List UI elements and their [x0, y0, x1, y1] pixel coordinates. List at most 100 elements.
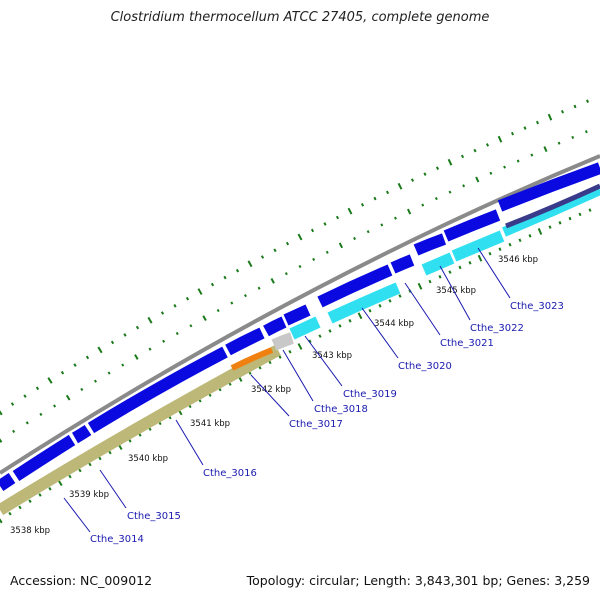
accession-text: Accession: NC_009012	[10, 573, 153, 588]
gc-tick	[485, 143, 490, 147]
gc-tick	[297, 233, 303, 241]
gc-tick	[468, 261, 472, 265]
gene-label[interactable]: Cthe_3020	[398, 361, 452, 372]
gc-tick	[284, 272, 288, 276]
gene-label[interactable]: Cthe_3018	[314, 404, 368, 415]
gc-tick	[285, 241, 290, 246]
gc-tick	[47, 377, 53, 384]
gc-tick	[338, 324, 342, 328]
gene-label[interactable]: Cthe_3017	[289, 419, 343, 430]
gene-block[interactable]	[283, 304, 311, 326]
gc-tick	[347, 207, 353, 215]
gc-tick	[460, 154, 465, 159]
reverse-strand-track	[289, 183, 600, 340]
gene-block[interactable]	[225, 327, 265, 356]
gc-tick	[353, 236, 357, 241]
gc-tick	[578, 212, 582, 217]
gc-tick	[216, 308, 220, 313]
gene-block[interactable]	[289, 316, 321, 340]
gc-tick	[80, 387, 84, 391]
gc-tick	[270, 278, 275, 284]
gc-tick	[85, 355, 90, 360]
gc-tick	[448, 270, 452, 274]
gc-tick	[98, 456, 102, 461]
gc-tick	[473, 148, 477, 153]
gc-tick	[323, 222, 327, 226]
gc-tick	[97, 346, 103, 354]
gc-tick	[312, 257, 316, 261]
gc-tick	[210, 282, 215, 287]
gene-block[interactable]	[87, 346, 228, 434]
gc-tick	[257, 286, 261, 290]
gc-tick	[568, 216, 572, 221]
gene-block[interactable]	[413, 233, 447, 256]
gene-label[interactable]: Cthe_3014	[90, 534, 144, 545]
gc-tick	[110, 340, 115, 345]
gc-tick	[584, 130, 588, 134]
gc-tick	[573, 104, 577, 109]
gc-tick	[12, 429, 16, 433]
gene-leader-lines	[63, 247, 511, 533]
gc-tick	[537, 228, 543, 235]
grey-feature[interactable]	[271, 332, 294, 351]
gene-block[interactable]	[327, 282, 401, 324]
gene-label[interactable]: Cthe_3021	[440, 338, 494, 349]
gc-tick	[53, 404, 57, 408]
gene-block[interactable]	[502, 185, 600, 237]
gc-tick	[410, 178, 415, 182]
gc-tick	[121, 363, 125, 367]
gc-tick	[88, 462, 92, 467]
gc-tick	[498, 247, 502, 251]
gene-block[interactable]	[443, 209, 501, 242]
gene-block[interactable]	[12, 434, 76, 482]
gene-block[interactable]	[451, 230, 505, 262]
gene-block[interactable]	[317, 264, 393, 308]
gene-label[interactable]: Cthe_3019	[343, 389, 397, 400]
gc-tick	[475, 176, 480, 183]
gene-block[interactable]	[421, 252, 455, 276]
gene-block[interactable]	[0, 473, 16, 491]
gc-dot-tracks	[0, 99, 592, 524]
gene-label[interactable]: Cthe_3022	[470, 323, 524, 334]
gc-tick	[297, 343, 303, 350]
gc-tick	[406, 208, 412, 215]
gc-tick	[68, 474, 72, 479]
gc-tick	[489, 171, 493, 175]
gene-block[interactable]	[497, 162, 600, 212]
gene-label[interactable]: Cthe_3016	[203, 468, 257, 479]
gene-block[interactable]	[390, 254, 415, 274]
map-title: Clostridium thermocellum ATCC 27405, com…	[110, 10, 490, 25]
gene-block[interactable]	[72, 424, 92, 444]
gc-tick	[571, 135, 575, 139]
gc-tick	[28, 499, 32, 503]
gene-block[interactable]	[263, 316, 287, 337]
kbp-label: 3542 kbp	[251, 385, 291, 395]
kbp-label: 3543 kbp	[312, 351, 352, 361]
gene-block[interactable]	[505, 183, 600, 229]
gc-tick	[458, 265, 462, 270]
gc-tick	[162, 339, 166, 343]
gc-tick	[348, 319, 352, 323]
gc-tick	[438, 275, 442, 279]
gc-tick	[497, 135, 503, 143]
forward-strand-track	[0, 162, 600, 491]
gc-tick	[308, 339, 312, 344]
gc-tick	[243, 294, 247, 298]
gc-tick	[368, 308, 372, 313]
gc-tick	[588, 208, 592, 212]
gc-tick	[230, 301, 234, 305]
gc-tick	[557, 141, 561, 145]
kbp-label: 3544 kbp	[374, 319, 414, 329]
kbp-label: 3539 kbp	[69, 490, 109, 500]
gc-tick	[558, 221, 562, 225]
gc-tick	[60, 370, 65, 375]
gene-label[interactable]: Cthe_3015	[127, 511, 181, 522]
gc-tick	[73, 363, 77, 367]
orange-feature[interactable]	[230, 347, 274, 371]
gc-tick	[273, 248, 277, 253]
gc-tick	[366, 230, 370, 234]
gc-tick	[548, 225, 552, 229]
gene-label[interactable]: Cthe_3023	[510, 301, 564, 312]
gc-tick	[360, 203, 365, 207]
